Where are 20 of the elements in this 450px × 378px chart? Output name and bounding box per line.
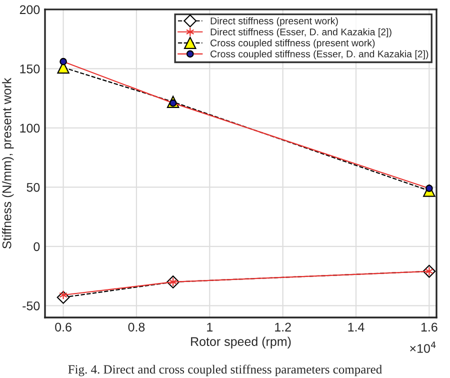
y-tick-label: 150 — [20, 64, 40, 74]
y-tick-label: -50 — [22, 301, 40, 310]
y-tick-label: 50 — [26, 182, 40, 192]
text: ×10$^{4}$ — [410, 342, 436, 353]
x-tick-label: 1.2 — [275, 322, 291, 332]
x-tick-label: 1 — [207, 322, 213, 332]
legend-label: Direct stiffness (present work) — [210, 17, 338, 26]
legend-label: Cross coupled stiffness (present work) — [210, 39, 375, 48]
legend-label: Cross coupled stiffness (Esser, D. and Kazakia [2]) — [210, 50, 428, 60]
legend-label: Direct stiffness (Esser, D. and Kazakia [2]) — [210, 28, 392, 38]
y-tick-label: 100 — [20, 124, 40, 133]
y-tick-label: 0 — [34, 242, 40, 252]
y-axis-title: Stiffness (N/mm), present work — [2, 78, 14, 249]
x-tick-label: 0.6 — [55, 322, 72, 332]
y-tick-label: 200 — [20, 5, 40, 14]
x-tick-label: 0.8 — [128, 322, 145, 332]
caption: Fig. 4. Direct and cross coupled stiffness parameters compared — [68, 364, 382, 376]
x-tick-label: 1.4 — [348, 322, 364, 332]
x-axis-title: Rotor speed (rpm) — [191, 336, 291, 348]
x-tick-label: 1.6 — [421, 322, 438, 332]
